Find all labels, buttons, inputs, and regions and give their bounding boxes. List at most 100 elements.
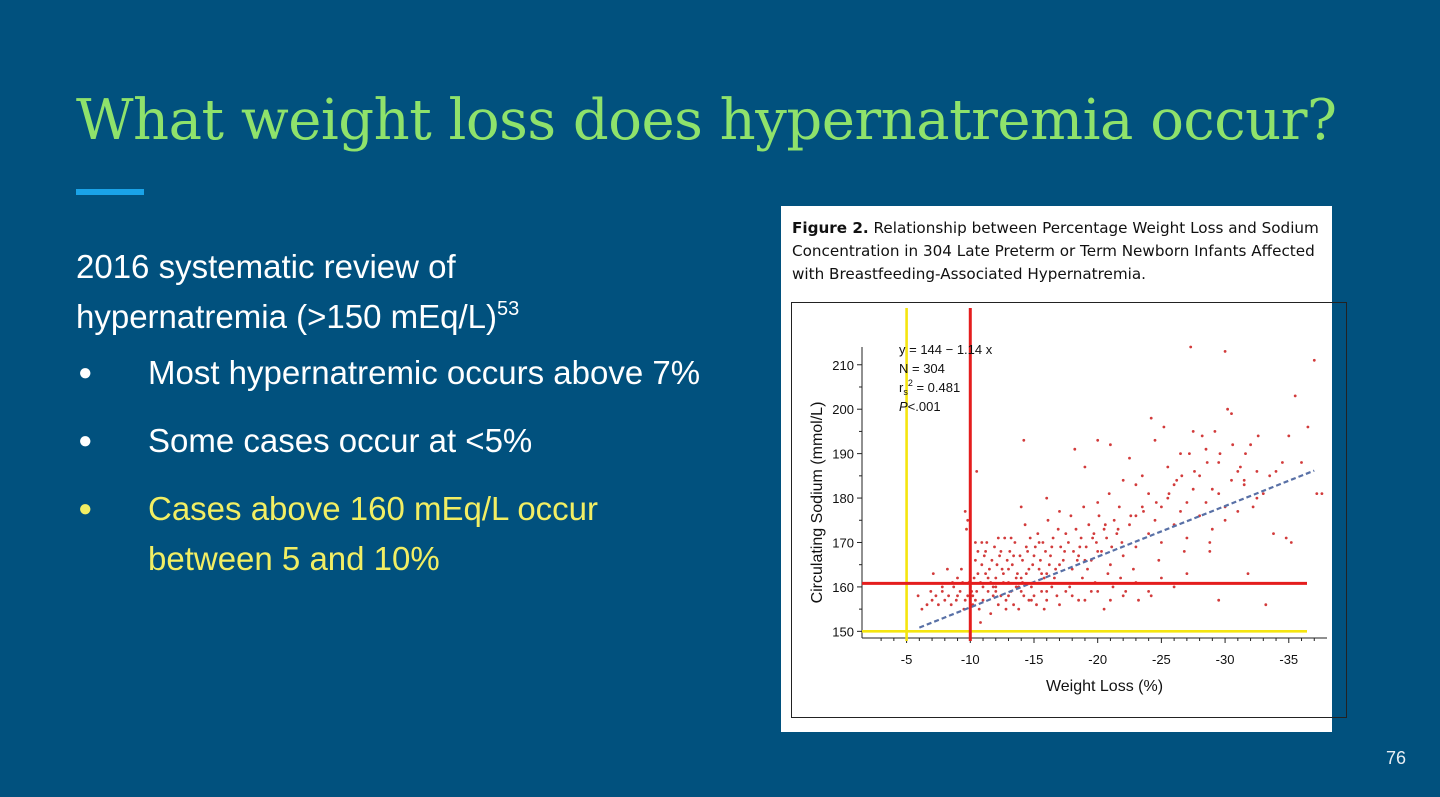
data-point — [1315, 492, 1319, 495]
data-point — [1167, 492, 1171, 495]
data-point — [981, 598, 985, 602]
data-point — [1031, 563, 1035, 567]
y-tick-label: 160 — [832, 580, 854, 595]
data-point — [1231, 443, 1235, 447]
data-point — [1013, 541, 1017, 544]
data-point — [1210, 527, 1214, 531]
data-point — [1096, 501, 1100, 504]
data-point — [1045, 598, 1049, 602]
figure-caption-text: Relationship between Percentage Weight L… — [792, 219, 1319, 283]
x-tick-label: -35 — [1279, 652, 1298, 667]
data-point — [1172, 483, 1176, 487]
data-point — [1019, 590, 1023, 593]
data-point — [986, 590, 990, 593]
data-point — [1030, 598, 1033, 602]
data-point — [1084, 545, 1088, 549]
data-point — [1044, 550, 1047, 553]
data-point — [1068, 585, 1072, 589]
data-point — [1037, 541, 1041, 544]
data-point — [940, 585, 944, 589]
data-point — [1284, 536, 1288, 540]
data-point — [1242, 483, 1246, 487]
data-point — [1175, 478, 1179, 482]
data-point — [1000, 567, 1004, 571]
data-point — [1063, 550, 1066, 553]
data-point — [1037, 567, 1041, 571]
data-point — [1024, 572, 1028, 575]
data-point — [1281, 461, 1284, 464]
y-tick-label: 210 — [832, 358, 854, 373]
data-point — [1022, 594, 1026, 598]
data-point — [1086, 567, 1089, 571]
data-point — [1134, 545, 1138, 549]
figure-caption: Figure 2. Relationship between Percentag… — [792, 217, 1332, 286]
data-point — [1124, 590, 1128, 593]
data-point — [1026, 550, 1029, 553]
data-point — [1251, 505, 1255, 509]
data-point — [1081, 576, 1084, 580]
data-point — [1046, 518, 1050, 522]
data-point — [1189, 345, 1193, 349]
data-point — [920, 607, 924, 611]
data-point — [1095, 541, 1098, 544]
bullet-text: Most hypernatremic occurs above 7% — [148, 354, 701, 391]
data-point — [1119, 576, 1122, 580]
title-accent-line — [76, 189, 144, 195]
data-point — [1073, 447, 1077, 451]
data-point — [1056, 527, 1060, 531]
data-point — [1002, 572, 1005, 575]
data-point — [1079, 536, 1083, 540]
data-point — [1180, 474, 1184, 478]
data-point — [1236, 510, 1240, 513]
data-point — [982, 554, 986, 558]
data-point — [1185, 572, 1189, 575]
data-point — [1042, 576, 1046, 580]
slide-title: What weight loss does hypernatremia occu… — [76, 88, 1337, 153]
data-point — [1096, 590, 1100, 593]
data-point — [981, 585, 985, 589]
stat-r-squared-value: = 0.481 — [913, 380, 960, 395]
data-point — [966, 594, 970, 598]
data-point — [1140, 474, 1144, 478]
data-point — [1045, 496, 1049, 500]
data-point — [1153, 438, 1157, 442]
data-point — [1223, 518, 1227, 522]
data-point — [1040, 572, 1043, 575]
data-point — [1264, 603, 1268, 607]
data-point — [1208, 550, 1212, 553]
data-point — [1072, 550, 1075, 553]
data-point — [960, 567, 963, 571]
data-point — [1058, 603, 1061, 607]
data-point — [1049, 554, 1052, 558]
data-point — [979, 621, 982, 624]
data-point — [1045, 590, 1049, 593]
data-point — [1153, 518, 1157, 522]
data-point — [1008, 550, 1012, 553]
data-point — [1012, 603, 1015, 607]
data-point — [996, 536, 1000, 540]
data-point — [1102, 527, 1106, 531]
data-point — [1134, 514, 1138, 518]
data-point — [988, 567, 991, 571]
data-point — [1160, 541, 1163, 544]
data-point — [1059, 545, 1063, 549]
figure-caption-label: Figure 2. — [792, 219, 869, 237]
data-point — [990, 558, 994, 562]
stat-n: N = 304 — [899, 361, 945, 376]
data-point — [1040, 590, 1043, 593]
data-point — [1028, 536, 1032, 540]
data-point — [1106, 572, 1110, 575]
data-point — [1023, 523, 1027, 527]
bullet-dot-icon: ● — [78, 495, 93, 522]
data-point — [975, 470, 979, 473]
intro-line-2-text: hypernatremia (>150 mEq/L) — [76, 298, 497, 335]
data-point — [1134, 483, 1138, 487]
y-tick-label: 150 — [832, 624, 854, 639]
y-axis-label: Circulating Sodium (mmol/L) — [809, 402, 826, 604]
data-point — [1213, 430, 1217, 433]
data-point — [1226, 407, 1229, 411]
y-tick-label: 190 — [832, 447, 854, 462]
data-point — [1097, 514, 1101, 518]
data-point — [1204, 447, 1208, 451]
data-point — [1109, 563, 1112, 567]
